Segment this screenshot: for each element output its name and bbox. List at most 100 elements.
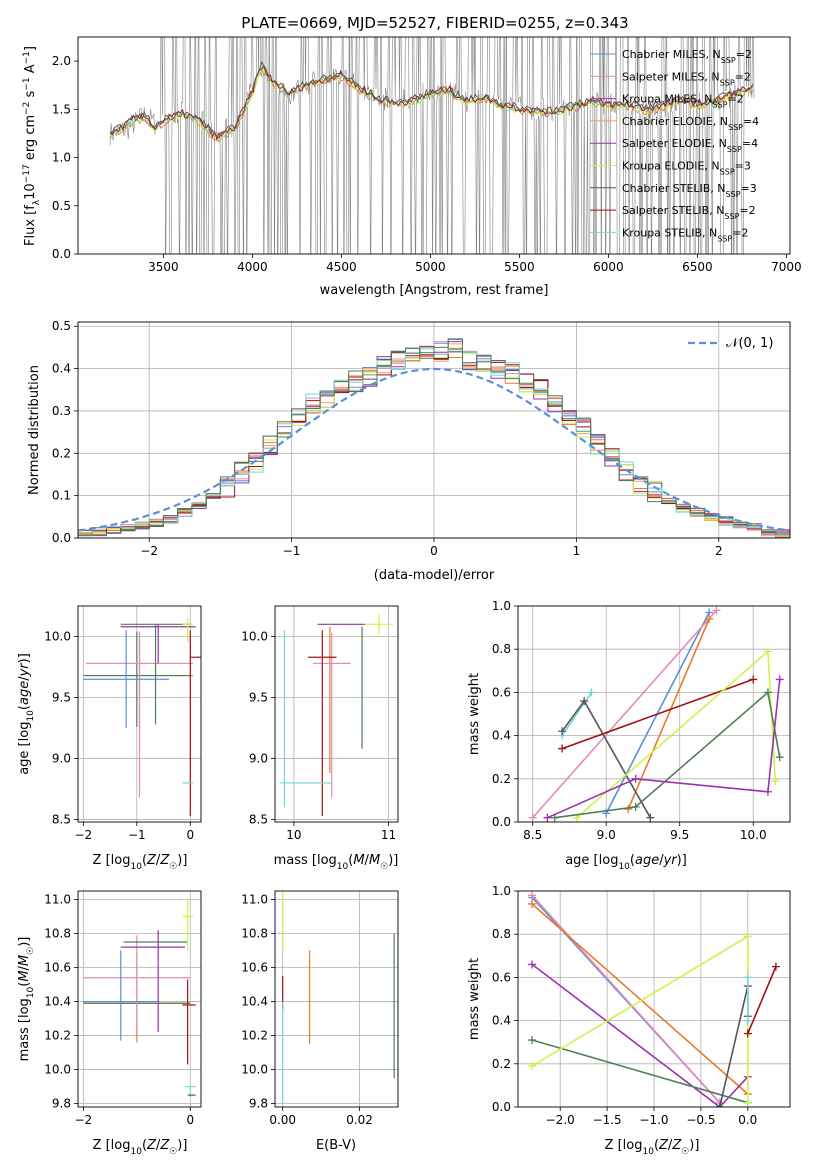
x-tick-label: 6000 bbox=[593, 260, 624, 274]
weight-series bbox=[543, 675, 784, 822]
axes-Z-vs-weight: −2.0 −1.5 −1.0 −0.5 0.0 0.0 0.2 0.4 0.6 0.8 1.0 Z [… bbox=[467, 884, 791, 1157]
weight-marker bbox=[580, 697, 589, 706]
y-axis-label-part: ( bbox=[17, 982, 32, 987]
weight-line bbox=[532, 609, 718, 819]
grid-Z-vs-mass bbox=[78, 891, 201, 1107]
weight-marker bbox=[743, 1098, 752, 1107]
y-tick-label: 0.0 bbox=[52, 531, 71, 545]
y-tick-label: 10.6 bbox=[44, 961, 71, 975]
y-tick-label: 8.5 bbox=[249, 813, 268, 827]
x-axis-label-part: Z bbox=[671, 1138, 682, 1153]
x-axis-label-part: ( bbox=[630, 853, 635, 868]
y-axis-label-part: mass [log bbox=[17, 998, 32, 1061]
weight-line bbox=[605, 612, 710, 814]
legend-nssp-value: =2 bbox=[727, 93, 743, 106]
legend-nssp-value: =4 bbox=[743, 115, 759, 128]
plot-area-spectrum bbox=[109, 37, 755, 254]
weight-marker bbox=[528, 899, 537, 908]
weight-series bbox=[743, 973, 752, 1025]
y-axis-label-part: λ bbox=[32, 199, 42, 205]
legend-nssp-value: =2 bbox=[735, 70, 751, 83]
weight-marker bbox=[528, 891, 537, 900]
y-tick-label: 0.5 bbox=[52, 199, 71, 213]
frame-spectrum: 3500 4000 4500 5000 5500 6000 6500 7000 0.0 0.5 1.… bbox=[22, 36, 802, 298]
x-axis-label: age [log10(age/yr)] bbox=[565, 853, 687, 872]
weight-marker bbox=[743, 1016, 752, 1025]
y-tick-label: 0.8 bbox=[492, 927, 511, 941]
axes-frame bbox=[274, 605, 399, 823]
x-tick-label: 4500 bbox=[326, 260, 357, 274]
y-tick-label: 0.1 bbox=[52, 489, 71, 503]
x-axis-label-part: ( bbox=[654, 1138, 659, 1153]
weight-line bbox=[531, 934, 749, 1103]
x-tick-label: 5000 bbox=[415, 260, 446, 274]
axes-frame bbox=[77, 36, 791, 255]
y-tick-label: 10.0 bbox=[44, 1063, 71, 1077]
y-axis-label-part: M bbox=[17, 970, 32, 981]
weight-line bbox=[531, 1039, 749, 1104]
x-tick-label: 0 bbox=[186, 828, 194, 842]
x-axis-label-part: 10 bbox=[130, 862, 142, 872]
y-tick-label: 0.0 bbox=[492, 815, 511, 829]
weight-marker bbox=[715, 1103, 724, 1107]
y-tick-label: 10.4 bbox=[241, 995, 268, 1009]
y-axis-label-part: erg cm bbox=[23, 115, 38, 164]
y-tick-label: 0.0 bbox=[52, 247, 71, 261]
x-axis-label-part: age bbox=[635, 853, 659, 868]
legend-entry: Kroupa MILES, NSSP=2 bbox=[622, 93, 744, 110]
weight-marker bbox=[631, 774, 640, 783]
weight-marker bbox=[528, 960, 537, 969]
x-tick-label: −1.0 bbox=[639, 1113, 668, 1127]
x-tick-label: 5500 bbox=[504, 260, 535, 274]
y-axis-label-part: age [log bbox=[17, 722, 32, 775]
legend-text: Salpeter STELIB, N bbox=[622, 204, 724, 217]
legend-nssp-value: =2 bbox=[732, 226, 748, 239]
x-axis-label-part: Z [log bbox=[93, 1138, 131, 1153]
y-tick-label: 0.4 bbox=[492, 1014, 511, 1028]
weight-line bbox=[531, 894, 721, 1104]
weight-series bbox=[550, 688, 784, 822]
weight-series bbox=[743, 962, 780, 1038]
weight-line bbox=[547, 679, 781, 819]
legend-entry: Chabrier STELIB, NSSP=3 bbox=[622, 182, 757, 199]
x-axis-label: Z [log10(Z/Z☉)] bbox=[93, 1138, 188, 1157]
weight-marker bbox=[775, 675, 784, 684]
x-axis-label-part: Z [log bbox=[93, 853, 131, 868]
y-axis-label-part: / bbox=[17, 965, 32, 970]
x-axis-label-part: ( bbox=[142, 853, 147, 868]
plot-area-Z-vs-weight bbox=[528, 891, 780, 1107]
y-tick-label: 0.4 bbox=[492, 729, 511, 743]
x-tick-label: 0.00 bbox=[269, 1113, 296, 1127]
y-axis-label-part: M bbox=[17, 955, 32, 966]
x-tick-label: −1 bbox=[128, 828, 146, 842]
legend-nssp-value: =4 bbox=[742, 137, 758, 150]
weight-marker bbox=[743, 973, 752, 982]
weight-marker bbox=[775, 753, 784, 762]
error-bar-point bbox=[312, 632, 351, 798]
y-tick-label: 0.6 bbox=[492, 970, 511, 984]
legend-text: Kroupa STELIB, N bbox=[622, 226, 717, 239]
y-tick-label: 10.0 bbox=[44, 630, 71, 644]
legend-nssp-value: =3 bbox=[735, 160, 751, 173]
weight-marker bbox=[771, 776, 780, 785]
y-axis-label-part: )] bbox=[17, 937, 32, 947]
error-bar-point bbox=[182, 899, 193, 951]
data-spectrum-line bbox=[109, 37, 755, 254]
spectrum-panel: 3500 4000 4500 5000 5500 6000 6500 7000 0.0 0.5 1.… bbox=[22, 36, 802, 298]
frame-EBV-vs-mass: 0.00 0.02 9.8 10.0 10.2 10.4 10.6 10.8 11.0 E(B-V… bbox=[241, 890, 399, 1153]
x-tick-label: −2 bbox=[74, 828, 92, 842]
x-tick-label: 1 bbox=[573, 544, 581, 558]
legend-subscript: SSP bbox=[721, 56, 736, 65]
x-tick-label: −2 bbox=[140, 544, 158, 558]
y-axis-label-part: s bbox=[23, 90, 38, 101]
weight-marker bbox=[528, 1036, 537, 1045]
weight-line bbox=[531, 963, 749, 1107]
x-axis-label-part: 10 bbox=[642, 1147, 654, 1157]
y-tick-label: 9.0 bbox=[249, 752, 268, 766]
x-axis-label-part: Z bbox=[658, 1138, 669, 1153]
y-tick-label: 0.8 bbox=[492, 642, 511, 656]
x-axis-label-part: ( bbox=[142, 1138, 147, 1153]
y-axis-label-part: Flux [f bbox=[23, 205, 38, 246]
y-axis-label-part: −2 bbox=[22, 102, 32, 115]
